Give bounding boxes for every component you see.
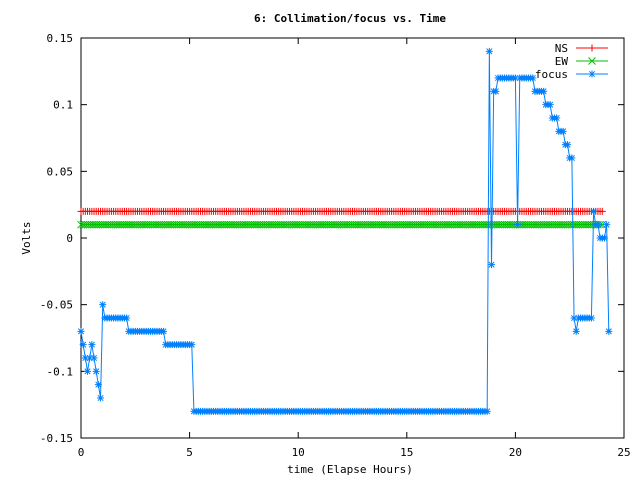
x-tick-label: 0 xyxy=(78,446,85,459)
data-point xyxy=(605,327,613,335)
data-point xyxy=(79,341,87,349)
y-tick-label: -0.05 xyxy=(40,299,73,312)
data-point xyxy=(553,114,561,122)
data-point xyxy=(77,327,85,335)
data-point xyxy=(603,221,611,229)
x-tick-label: 15 xyxy=(400,446,413,459)
data-point xyxy=(559,127,567,135)
data-point xyxy=(81,354,89,362)
series-line-focus xyxy=(80,51,610,412)
y-tick-label: 0.1 xyxy=(53,99,73,112)
data-point xyxy=(92,367,100,375)
data-point xyxy=(492,87,500,95)
y-tick-label: -0.15 xyxy=(40,432,73,445)
data-point xyxy=(570,314,578,322)
data-point xyxy=(90,354,98,362)
data-point xyxy=(511,74,519,82)
legend-label: EW xyxy=(555,55,569,68)
x-tick-label: 20 xyxy=(509,446,522,459)
data-point xyxy=(600,234,608,242)
legend-marker xyxy=(588,57,596,65)
legend-marker xyxy=(588,44,596,52)
series-ew xyxy=(77,220,607,229)
data-point xyxy=(160,327,168,335)
x-tick-label: 10 xyxy=(292,446,305,459)
data-point xyxy=(572,327,580,335)
legend-label: focus xyxy=(535,68,568,81)
data-point xyxy=(485,47,493,55)
y-tick-label: -0.1 xyxy=(47,365,74,378)
chart-title: 6: Collimation/focus vs. Time xyxy=(254,12,446,25)
data-point xyxy=(94,381,102,389)
data-point xyxy=(587,314,595,322)
series-ns xyxy=(77,207,606,215)
y-tick-label: 0 xyxy=(66,232,73,245)
data-point xyxy=(529,74,537,82)
data-point xyxy=(594,221,602,229)
data-point xyxy=(568,154,576,162)
plot-frame xyxy=(80,37,625,439)
y-tick-label: 0.15 xyxy=(47,32,74,45)
x-axis-label: time (Elapse Hours) xyxy=(287,463,413,476)
data-point xyxy=(488,261,496,269)
data-point xyxy=(514,221,522,229)
y-tick-label: 0.05 xyxy=(47,165,74,178)
data-point xyxy=(99,301,107,309)
data-point xyxy=(540,87,548,95)
data-point xyxy=(590,207,598,215)
legend-label: NS xyxy=(555,42,568,55)
data-point xyxy=(483,407,491,415)
x-tick-label: 25 xyxy=(617,446,630,459)
legend-marker xyxy=(588,70,596,78)
data-point xyxy=(546,101,554,109)
axes: 0 5 10 15 20 25 -0.15 -0.1 -0.05 0 0.05 0.1 0.15 xyxy=(40,32,631,459)
x-tick-label: 5 xyxy=(186,446,193,459)
data-point xyxy=(88,341,96,349)
series-layer xyxy=(77,47,613,415)
data-point xyxy=(123,314,131,322)
data-point xyxy=(188,341,196,349)
data-point xyxy=(86,354,94,362)
data-point xyxy=(97,394,105,402)
data-point xyxy=(598,207,606,215)
data-point xyxy=(564,141,572,149)
y-axis-label: Volts xyxy=(20,221,33,254)
series-focus xyxy=(77,47,613,415)
data-point xyxy=(84,367,92,375)
